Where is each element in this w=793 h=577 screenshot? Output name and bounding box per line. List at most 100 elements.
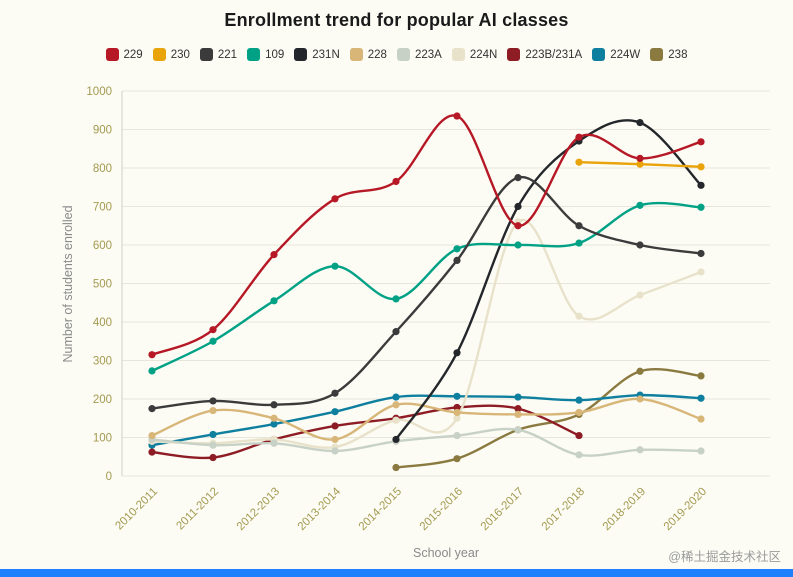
y-tick-label: 200 — [93, 394, 112, 406]
data-point-221 — [270, 401, 278, 409]
legend-item-228: 228 — [349, 48, 387, 61]
data-point-221 — [209, 397, 217, 405]
x-tick-label: 2019-2020 — [662, 486, 709, 533]
legend-label: 228 — [367, 48, 387, 61]
data-point-224N — [636, 291, 644, 299]
data-point-238 — [697, 372, 705, 380]
legend-swatch — [105, 48, 119, 61]
x-tick-label: 2010-2011 — [113, 486, 160, 533]
data-point-228 — [636, 395, 644, 403]
x-tick-label: 2012-2013 — [235, 486, 282, 533]
data-point-231N — [636, 118, 644, 127]
y-axis-title: Number of students enrolled — [61, 205, 75, 363]
legend-swatch — [592, 48, 606, 61]
data-point-224N — [392, 416, 400, 424]
data-point-223A — [209, 441, 217, 449]
legend-item-223B/231A: 223B/231A — [507, 48, 582, 61]
data-point-224W — [392, 393, 400, 401]
data-point-223B/231A — [575, 431, 583, 440]
watermark: @稀土掘金技术社区 — [668, 550, 781, 564]
x-tick-label: 2017-2018 — [540, 486, 587, 533]
series-line-228 — [150, 397, 703, 441]
data-point-224N — [697, 268, 705, 276]
data-point-224W — [514, 393, 522, 401]
y-tick-label: 100 — [93, 433, 112, 445]
y-tick-label: 300 — [93, 356, 112, 368]
data-point-224N — [453, 414, 461, 422]
y-tick-label: 800 — [93, 163, 112, 175]
series-line-224W — [150, 393, 703, 447]
data-point-109 — [331, 262, 339, 270]
data-point-224W — [575, 396, 583, 404]
y-tick-label: 1000 — [86, 86, 112, 98]
data-point-238 — [453, 455, 461, 463]
data-point-223A — [636, 446, 644, 454]
data-point-238 — [636, 367, 644, 375]
series-line-229 — [150, 114, 703, 356]
data-point-223A — [453, 431, 461, 440]
data-point-109 — [575, 239, 583, 247]
data-point-228 — [270, 414, 278, 422]
x-tick-label: 2011-2012 — [174, 486, 221, 533]
data-point-229 — [148, 351, 156, 359]
data-point-224N — [575, 312, 583, 320]
data-point-223B/231A — [331, 422, 339, 430]
data-point-109 — [697, 203, 705, 211]
data-point-223A — [575, 451, 583, 459]
legend-label: 224W — [610, 48, 641, 61]
data-point-223A — [331, 447, 339, 455]
x-axis-title: School year — [412, 546, 479, 560]
data-point-229 — [331, 195, 339, 203]
data-point-224W — [453, 392, 461, 400]
legend-label: 109 — [265, 48, 285, 61]
y-tick-label: 400 — [93, 317, 112, 329]
x-tick-label: 2016-2017 — [479, 486, 526, 533]
data-point-231N — [392, 435, 400, 444]
series-line-223A — [150, 427, 703, 457]
data-point-223B/231A — [148, 448, 156, 456]
y-tick-label: 500 — [93, 279, 112, 291]
series-line-221 — [150, 176, 703, 410]
x-tick-label: 2014-2015 — [357, 486, 404, 533]
data-point-223B/231A — [514, 405, 522, 413]
data-point-221 — [148, 405, 156, 413]
data-point-109 — [636, 201, 644, 209]
data-point-230 — [697, 163, 705, 171]
data-point-229 — [636, 154, 644, 162]
data-point-221 — [453, 256, 461, 264]
legend-label: 223A — [414, 48, 442, 61]
x-tick-label: 2015-2016 — [418, 486, 465, 533]
data-point-231N — [453, 349, 461, 357]
data-point-228 — [209, 406, 217, 415]
data-point-230 — [636, 160, 644, 168]
data-point-221 — [331, 389, 339, 397]
legend-label: 229 — [123, 48, 143, 61]
legend-swatch — [650, 48, 664, 61]
data-point-238 — [392, 463, 400, 472]
legend-swatch — [152, 48, 166, 61]
data-point-229 — [270, 251, 278, 259]
y-tick-label: 600 — [93, 240, 112, 252]
data-point-221 — [575, 222, 583, 230]
enrollment-chart: 0 100 200 300 400 500 600 700 800 900 1000 2010-201… — [86, 86, 770, 533]
data-point-228 — [697, 415, 705, 423]
data-point-109 — [392, 295, 400, 303]
legend-label: 230 — [170, 48, 190, 61]
legend-swatch — [451, 48, 465, 61]
data-point-229 — [453, 112, 461, 120]
legend-swatch — [294, 48, 308, 61]
data-point-109 — [148, 367, 156, 375]
y-tick-label: 700 — [93, 202, 112, 214]
legend-swatch — [349, 48, 363, 61]
chart-title: Enrollment trend for popular AI classes — [224, 10, 569, 30]
data-point-224W — [209, 430, 217, 439]
x-tick-label: 2013-2014 — [296, 485, 344, 533]
legend-item-223A: 223A — [396, 48, 442, 61]
bottom-bar — [0, 569, 793, 577]
legend-label: 221 — [217, 48, 238, 61]
series-line-224N — [150, 218, 703, 449]
data-point-228 — [148, 431, 156, 440]
series-line-231N — [394, 119, 703, 441]
legend-swatch — [199, 48, 213, 61]
